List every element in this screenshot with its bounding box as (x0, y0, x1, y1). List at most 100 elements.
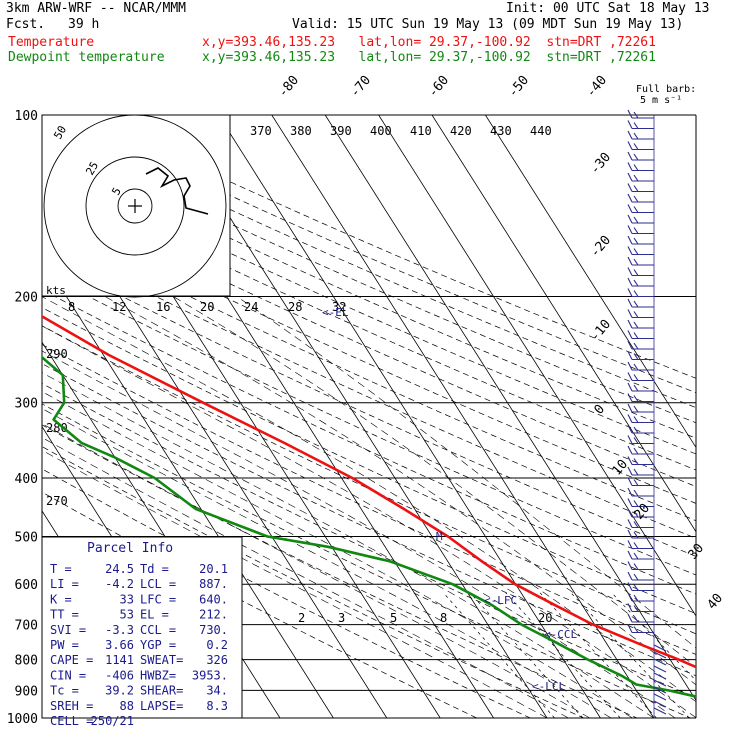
location-info-temperature: x,y=393.46,135.23 lat,lon= 29.37,-100.92… (202, 35, 656, 50)
moist-adiabat (42, 350, 676, 718)
wind-barb-flag (627, 267, 633, 276)
hodograph-speed-label: 28 (288, 300, 302, 314)
forecast-hours: 39 h (68, 17, 100, 32)
dry-adiabat (42, 147, 696, 439)
isotherm-label: -80 (276, 73, 303, 101)
wind-barb-flag (627, 519, 633, 528)
parcel-field-label: CELL = (50, 714, 93, 728)
wind-barb-flag (627, 109, 633, 119)
wind-barb-flag (633, 479, 639, 486)
isotherm-line (0, 115, 13, 718)
isotherm-label: -40 (584, 73, 611, 101)
parcel-field-label: YGP = (140, 638, 176, 652)
isotherm-line (271, 115, 655, 718)
wind-barb (627, 288, 654, 298)
parcel-field-value: -3.3 (105, 623, 134, 637)
wind-barb (627, 435, 654, 445)
dry-adiabat (42, 238, 696, 539)
sounding-header: 3km ARW-WRF -- NCAR/MMM Init: 00 UTC Sat… (0, 0, 740, 70)
wind-barb-flag (627, 561, 633, 570)
wind-barb-flag (633, 395, 639, 402)
wind-barb (627, 414, 654, 424)
wind-barb (627, 540, 654, 550)
parcel-field-label: SHEAR= (140, 684, 183, 698)
barb-legend-value: 5 m s⁻¹ (640, 95, 682, 106)
theta-label: 440 (530, 124, 552, 138)
model-title: 3km ARW-WRF -- NCAR/MMM (6, 1, 187, 16)
wind-barb-flag (627, 393, 633, 402)
wind-barb-flag (627, 256, 633, 266)
parcel-field-value: 39.2 (105, 684, 134, 698)
wind-barb-flag (633, 332, 639, 339)
wind-barb (627, 204, 654, 214)
wind-barb-flag (633, 458, 639, 465)
parcel-field-value: 33 (120, 592, 134, 606)
wind-barb-flag (633, 300, 639, 308)
parcel-field-value: 326 (206, 653, 228, 667)
wind-barb-flag (627, 225, 633, 234)
wind-barb-flag (633, 216, 639, 224)
wind-barb (627, 319, 654, 329)
wind-barb (627, 582, 654, 592)
wind-barb (627, 340, 654, 350)
wind-barb-flag (627, 340, 633, 350)
pressure-tick-label: 900 (15, 684, 38, 699)
wind-barb-flag (633, 237, 639, 245)
parcel-field-value: 3.66 (105, 638, 134, 652)
parcel-field-value: 212. (199, 608, 228, 622)
wind-barb-flag (627, 571, 633, 581)
dry-adiabat (42, 403, 692, 718)
level-marker-el: <-EL (322, 306, 349, 319)
wind-barb-flag (627, 477, 633, 486)
wind-barb-flag (633, 552, 639, 560)
wind-barb-flag (627, 298, 633, 308)
theta-label: 430 (490, 124, 512, 138)
wind-barb-flag (627, 403, 633, 413)
wind-barb-flag (633, 363, 639, 371)
isotherm-label: -70 (348, 73, 375, 101)
wind-barb-low (653, 679, 667, 687)
theta-label: 420 (450, 124, 472, 138)
wind-barb-low (653, 658, 667, 666)
pressure-tick-label: 600 (15, 578, 38, 593)
isotherm-label: 30 (686, 541, 708, 563)
isotherm-line (218, 115, 601, 718)
hodograph-trace (145, 167, 209, 215)
wind-barb-flag (633, 500, 639, 507)
wind-barb-flag (627, 487, 633, 497)
dry-adiabat (42, 133, 696, 424)
wind-barb-flag (633, 594, 639, 602)
dry-adiabat (42, 468, 532, 718)
wind-barb-flag (627, 361, 633, 371)
parcel-field-value: -406 (105, 668, 134, 682)
wind-barb-flag (627, 309, 633, 318)
wind-barb-flag (627, 624, 633, 633)
wind-barb-flag (627, 214, 633, 224)
dry-adiabat (42, 191, 696, 487)
wind-barb-flag (633, 132, 639, 140)
wind-barb-flag (633, 206, 639, 213)
mixing-ratio-label: 20 (538, 611, 552, 625)
wind-barb-flag (627, 330, 633, 339)
level-marker-m: M (436, 530, 443, 543)
wind-barb (627, 519, 654, 529)
parcel-field-value: 250/21 (91, 714, 134, 728)
mixing-ratio-label: 2 (298, 611, 305, 625)
parcel-field-label: LFC = (140, 592, 176, 606)
theta-label: 270 (46, 494, 68, 508)
wind-barb-flag (633, 279, 639, 287)
wind-barb-flag (633, 122, 639, 129)
wind-barb-flag (627, 130, 633, 140)
wind-barbs: Full barb:5 m s⁻¹ (627, 84, 696, 718)
wind-barb (627, 162, 654, 172)
wind-barb (627, 487, 654, 497)
wind-barb-flag (633, 342, 639, 350)
wind-barb (627, 361, 654, 371)
wind-barb-flag (627, 235, 633, 245)
mixing-ratio-label: 8 (440, 611, 447, 625)
sounding-traces: <-EL <-LFC <-CCL <-LCL M 2 3 5 8 20 (42, 306, 696, 699)
